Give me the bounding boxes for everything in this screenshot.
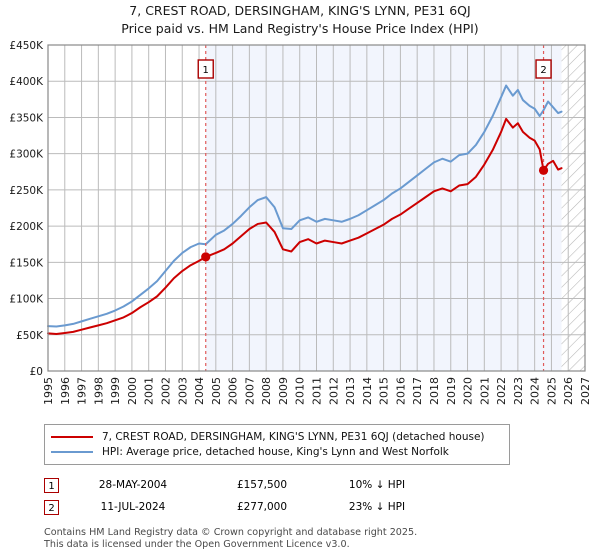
legend-item-property: 7, CREST ROAD, DERSINGHAM, KING'S LYNN, … bbox=[51, 429, 503, 444]
svg-text:2007: 2007 bbox=[243, 377, 256, 405]
x-axis-labels: 1995 1996 1997 1998 1999 2000 2001 2002 2003 2004… bbox=[42, 377, 592, 405]
svg-text:1997: 1997 bbox=[76, 377, 89, 405]
svg-text:2019: 2019 bbox=[445, 377, 458, 405]
svg-text:1995: 1995 bbox=[42, 377, 55, 405]
svg-text:2017: 2017 bbox=[411, 377, 424, 405]
svg-text:2018: 2018 bbox=[428, 377, 441, 405]
table-row: 1 28-MAY-2004 £157,500 10% ↓ HPI bbox=[44, 474, 514, 496]
svg-text:2026: 2026 bbox=[562, 377, 575, 405]
svg-text:£300K: £300K bbox=[9, 149, 44, 161]
svg-text:2015: 2015 bbox=[378, 377, 391, 405]
svg-text:2021: 2021 bbox=[478, 377, 491, 405]
svg-text:2005: 2005 bbox=[210, 377, 223, 405]
svg-text:2011: 2011 bbox=[311, 377, 324, 405]
transaction-price-1: £157,500 bbox=[236, 479, 288, 491]
transaction-delta-2: 23% ↓ HPI bbox=[348, 501, 406, 513]
svg-text:£0: £0 bbox=[30, 366, 43, 378]
transaction-badge-2: 2 bbox=[44, 499, 59, 515]
title-line-1: 7, CREST ROAD, DERSINGHAM, KING'S LYNN, … bbox=[129, 3, 471, 18]
transaction-price-2: £277,000 bbox=[236, 501, 288, 513]
svg-text:2009: 2009 bbox=[277, 377, 290, 405]
svg-text:2013: 2013 bbox=[344, 377, 357, 405]
transaction-delta-1: 10% ↓ HPI bbox=[348, 479, 406, 491]
svg-text:2023: 2023 bbox=[512, 377, 525, 405]
svg-text:2024: 2024 bbox=[529, 377, 542, 405]
svg-text:2020: 2020 bbox=[462, 377, 475, 405]
svg-text:2008: 2008 bbox=[260, 377, 273, 405]
svg-text:2006: 2006 bbox=[227, 377, 240, 405]
svg-text:£450K: £450K bbox=[9, 40, 44, 52]
chart-legend: 7, CREST ROAD, DERSINGHAM, KING'S LYNN, … bbox=[44, 424, 510, 465]
svg-text:2001: 2001 bbox=[143, 377, 156, 405]
svg-text:1996: 1996 bbox=[59, 377, 72, 405]
svg-text:1: 1 bbox=[203, 65, 209, 76]
transaction-date-1: 28-MAY-2004 bbox=[98, 479, 168, 491]
svg-text:£150K: £150K bbox=[9, 257, 44, 269]
legend-item-hpi: HPI: Average price, detached house, King… bbox=[51, 444, 503, 459]
footer-line-2: This data is licensed under the Open Gov… bbox=[44, 538, 350, 550]
transaction-badge-1: 1 bbox=[44, 477, 59, 493]
svg-text:1999: 1999 bbox=[109, 377, 122, 405]
svg-text:£350K: £350K bbox=[9, 112, 44, 124]
svg-text:2027: 2027 bbox=[579, 377, 592, 405]
svg-text:2022: 2022 bbox=[495, 377, 508, 405]
svg-text:£200K: £200K bbox=[9, 221, 44, 233]
y-axis-labels: £0 £50K £100K £150K £200K £250K £300K £350K £400… bbox=[9, 40, 44, 378]
chart-series bbox=[47, 84, 563, 336]
svg-text:2004: 2004 bbox=[193, 377, 206, 405]
legend-label-property: 7, CREST ROAD, DERSINGHAM, KING'S LYNN, … bbox=[102, 430, 485, 443]
svg-text:2003: 2003 bbox=[176, 377, 189, 405]
svg-text:2000: 2000 bbox=[126, 377, 139, 405]
svg-text:£400K: £400K bbox=[9, 76, 44, 88]
title-line-2: Price paid vs. HM Land Registry's House … bbox=[121, 21, 479, 36]
svg-text:£50K: £50K bbox=[16, 330, 44, 342]
svg-text:2014: 2014 bbox=[361, 377, 374, 405]
legend-line-red-icon bbox=[51, 435, 93, 438]
svg-text:2: 2 bbox=[540, 65, 546, 76]
transaction-date-2: 11-JUL-2024 bbox=[100, 501, 166, 513]
svg-text:£250K: £250K bbox=[9, 185, 44, 197]
svg-text:2012: 2012 bbox=[327, 377, 340, 405]
chart-axes bbox=[47, 44, 586, 372]
copyright-footer: Contains HM Land Registry data © Crown c… bbox=[44, 527, 584, 550]
legend-label-hpi: HPI: Average price, detached house, King… bbox=[102, 445, 449, 458]
page-title: 7, CREST ROAD, DERSINGHAM, KING'S LYNN, … bbox=[0, 2, 600, 38]
table-row: 2 11-JUL-2024 £277,000 23% ↓ HPI bbox=[44, 496, 514, 518]
svg-text:1998: 1998 bbox=[92, 377, 105, 405]
legend-line-blue-icon bbox=[51, 450, 93, 453]
svg-text:2010: 2010 bbox=[294, 377, 307, 405]
svg-text:£100K: £100K bbox=[9, 294, 44, 306]
svg-text:2016: 2016 bbox=[394, 377, 407, 405]
svg-text:2002: 2002 bbox=[159, 377, 172, 405]
footer-line-1: Contains HM Land Registry data © Crown c… bbox=[44, 527, 418, 538]
transaction-table: 1 28-MAY-2004 £157,500 10% ↓ HPI 2 11-JU… bbox=[44, 474, 514, 518]
svg-text:2025: 2025 bbox=[545, 377, 558, 405]
